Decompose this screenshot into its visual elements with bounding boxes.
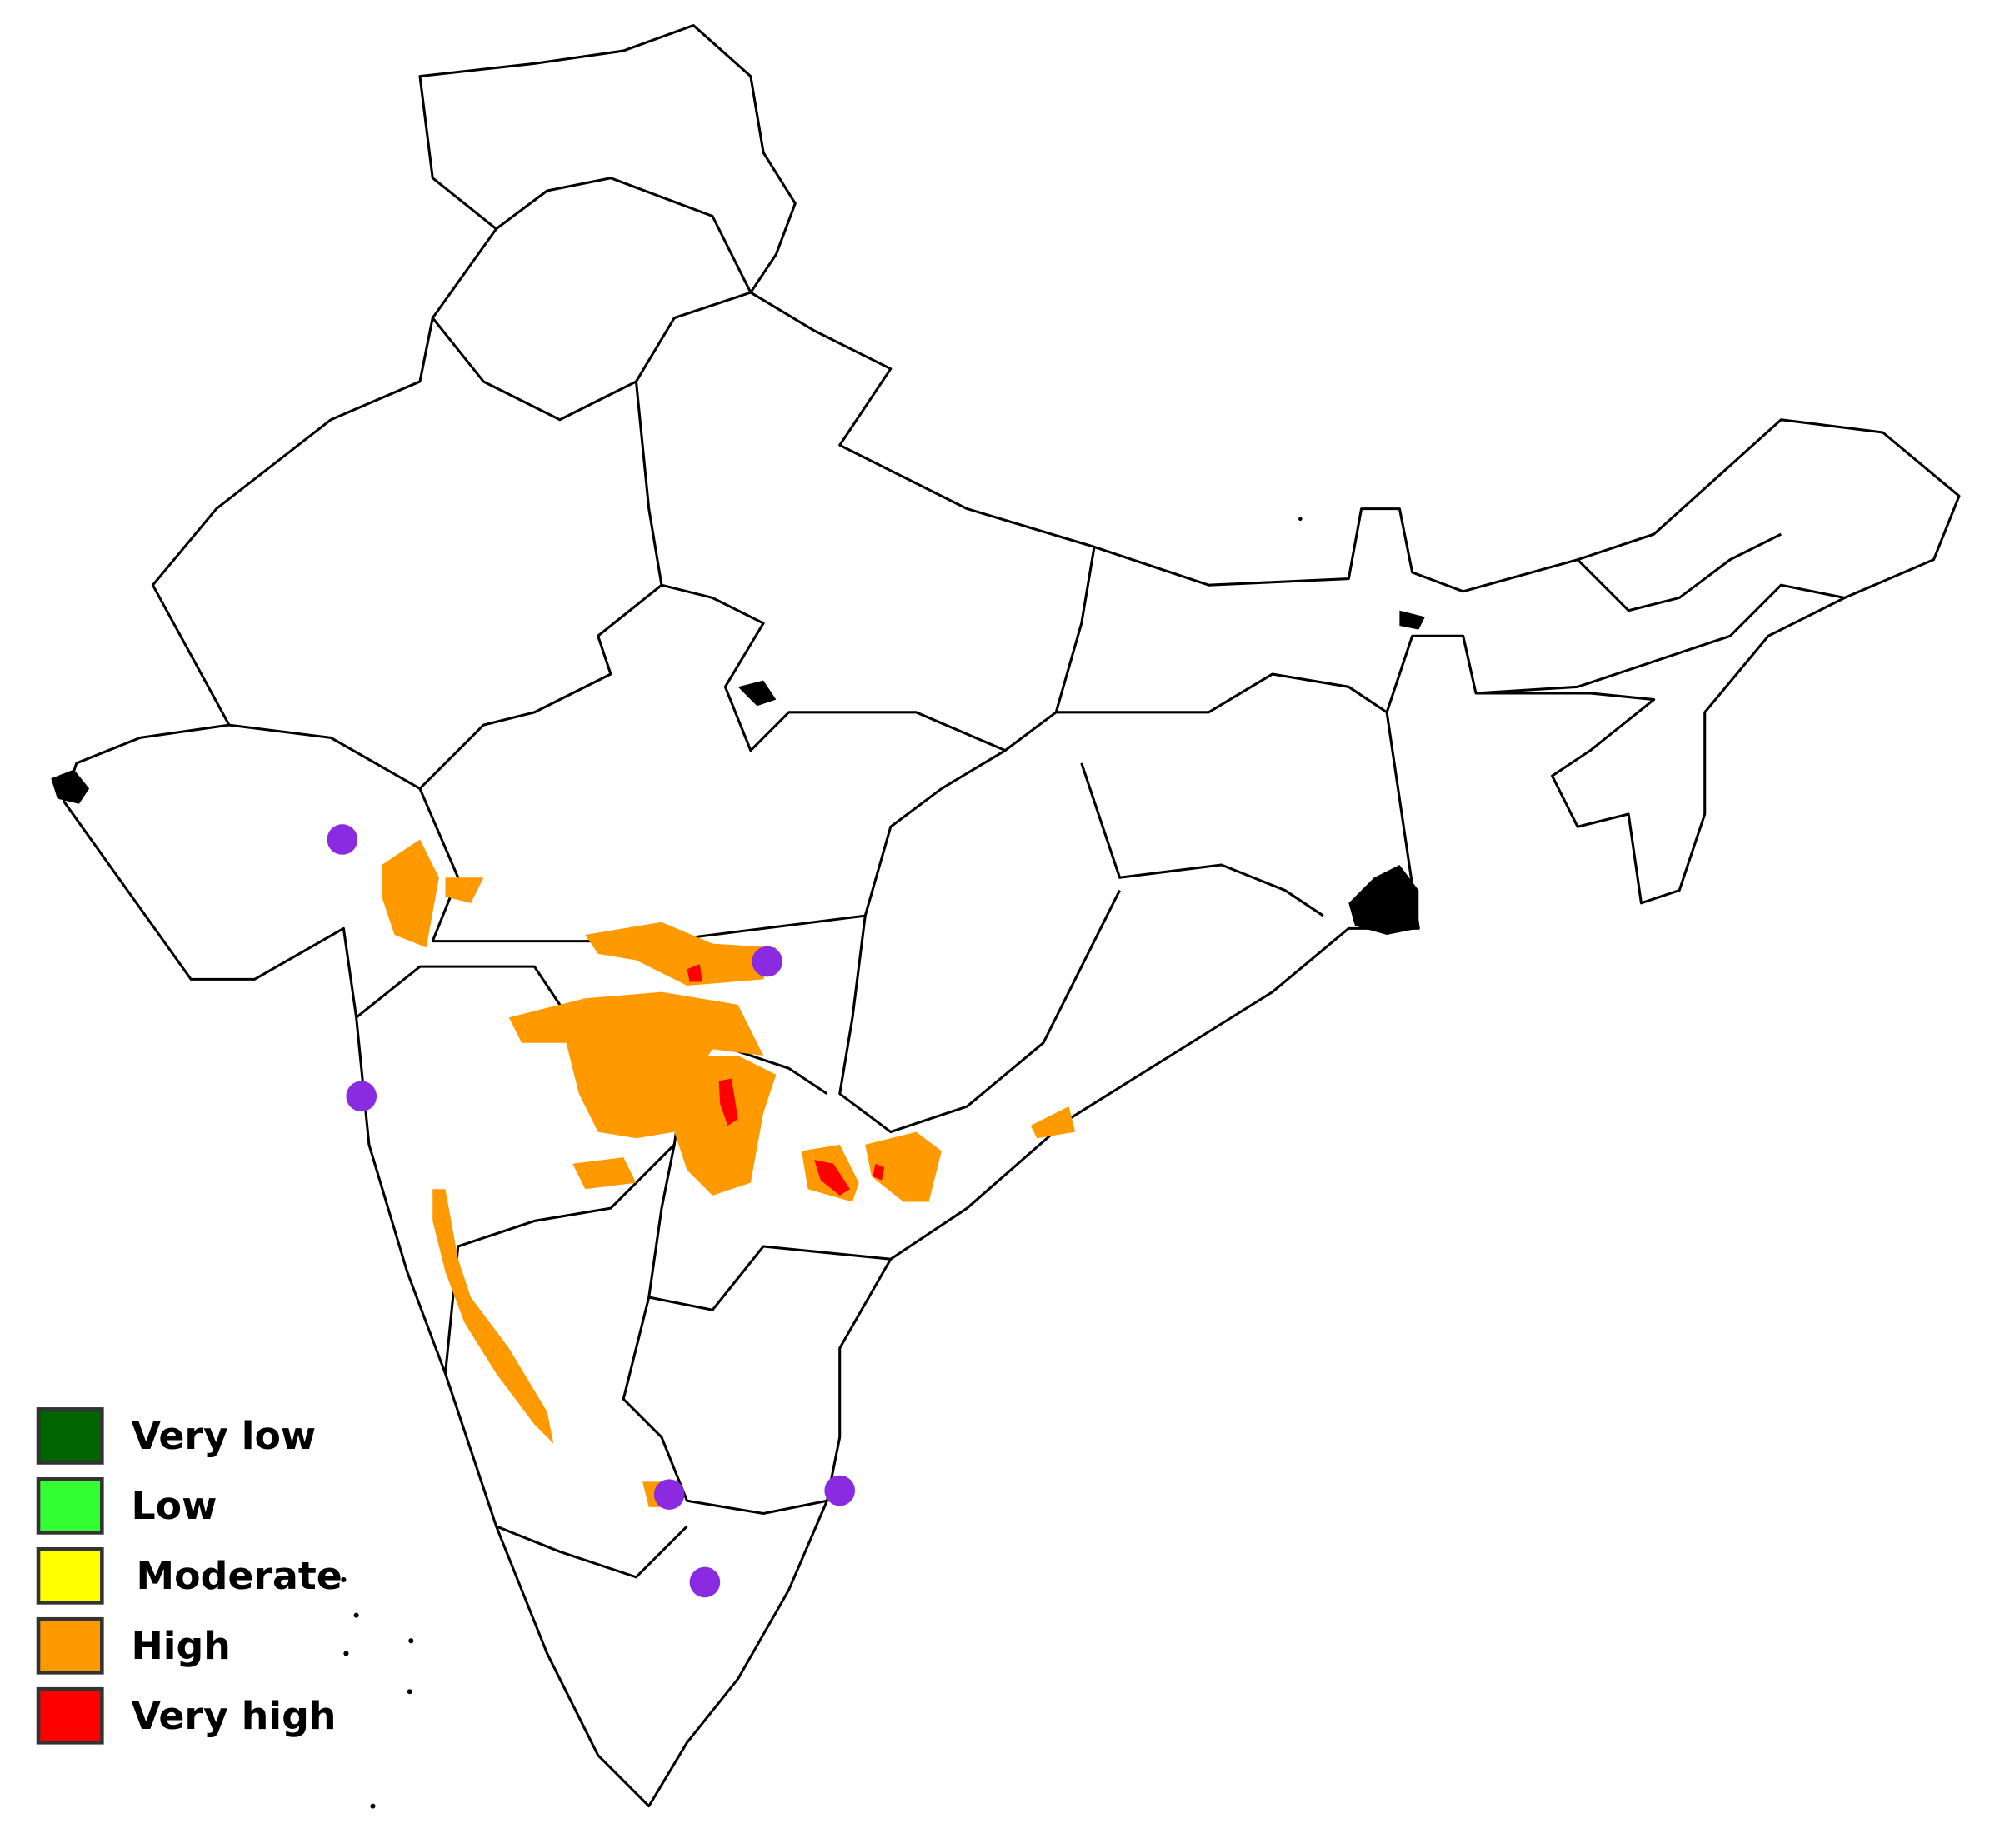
legend-label: High <box>131 1623 230 1668</box>
legend: Very low Low Moderate High Very high <box>36 1407 342 1745</box>
legend-label: Very low <box>131 1413 316 1458</box>
legend-swatch <box>36 1616 104 1675</box>
legend-swatch <box>36 1477 104 1535</box>
legend-label: Very high <box>131 1693 336 1738</box>
legend-label: Moderate <box>137 1553 342 1598</box>
legend-swatch <box>36 1686 104 1745</box>
sample-sites <box>327 824 856 1598</box>
very-high-risk-zones <box>687 964 885 1196</box>
black-patches <box>51 610 1425 935</box>
islands <box>341 517 1302 1809</box>
legend-swatch <box>36 1546 104 1605</box>
legend-swatch <box>36 1407 104 1465</box>
legend-label: Low <box>131 1483 217 1528</box>
